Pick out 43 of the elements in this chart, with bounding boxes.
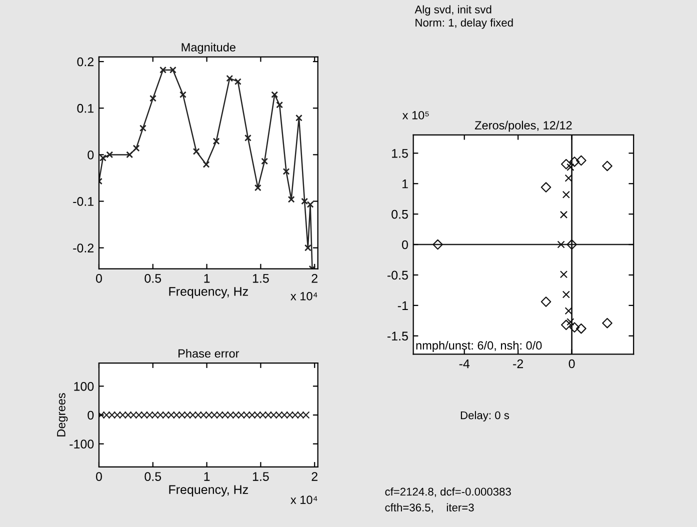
y-tick-label: -1	[398, 301, 408, 310]
x-tick-label: 1.5	[252, 274, 269, 283]
y-tick-label: -0.1	[73, 197, 94, 206]
y-tick-label: 0.2	[77, 57, 94, 66]
y-tick-label: 100	[74, 382, 94, 391]
x-axis-title: Frequency, Hz	[169, 485, 248, 496]
x-tick-label: 0.5	[144, 274, 162, 283]
x-tick-label: 0	[96, 274, 102, 283]
y-tick-label: -0.2	[73, 244, 94, 252]
text: x 10⁴	[290, 292, 318, 300]
y-tick-label: 0.1	[77, 104, 94, 113]
text: Alg svd, init svd	[414, 5, 492, 16]
chart-title: Phase error	[178, 348, 240, 358]
y-tick-label: -0.5	[387, 270, 408, 280]
chart-title: Magnitude	[182, 42, 236, 54]
text: Norm: 1, delay fixed	[416, 18, 513, 29]
x-tick-label: 2	[312, 472, 318, 481]
x-tick-label: 1	[204, 274, 210, 283]
chart-title: Zeros/poles, 12/12	[474, 120, 572, 132]
y-tick-label: 1	[402, 180, 408, 188]
x-tick-label: -2	[513, 359, 524, 368]
text: x 10⁴	[290, 496, 318, 504]
y-tick-label: 0	[88, 150, 94, 160]
y-tick-label: 0	[88, 410, 94, 420]
text: cf=2124.8, dcf=-0.000383	[385, 487, 511, 497]
x-tick-label: 1	[204, 472, 210, 481]
y-tick-label: -1.5	[387, 332, 408, 341]
y-tick-label: 1.5	[392, 149, 408, 158]
y-tick-label: -100	[70, 440, 94, 449]
x-tick-label: 2	[312, 274, 318, 283]
annotation: nmph/unst: 6/0, nsh: 0/0	[416, 340, 542, 352]
y-tick-label: 0	[402, 240, 408, 250]
x-tick-label: 0.5	[144, 472, 162, 481]
y-tick-label: 0.5	[392, 210, 408, 219]
x-axis-title: Frequency, Hz	[169, 287, 248, 298]
x-tick-label: 1.5	[252, 472, 269, 481]
x-tick-label: 0	[568, 359, 575, 368]
text: Delay: 0 s	[460, 411, 510, 422]
text: x 10⁵	[402, 111, 429, 120]
text: cfth=36.5, iter=3	[385, 503, 474, 513]
x-tick-label: 0	[96, 472, 102, 481]
y-axis-title: Degrees	[57, 393, 68, 436]
x-tick-label: -4	[459, 359, 470, 368]
